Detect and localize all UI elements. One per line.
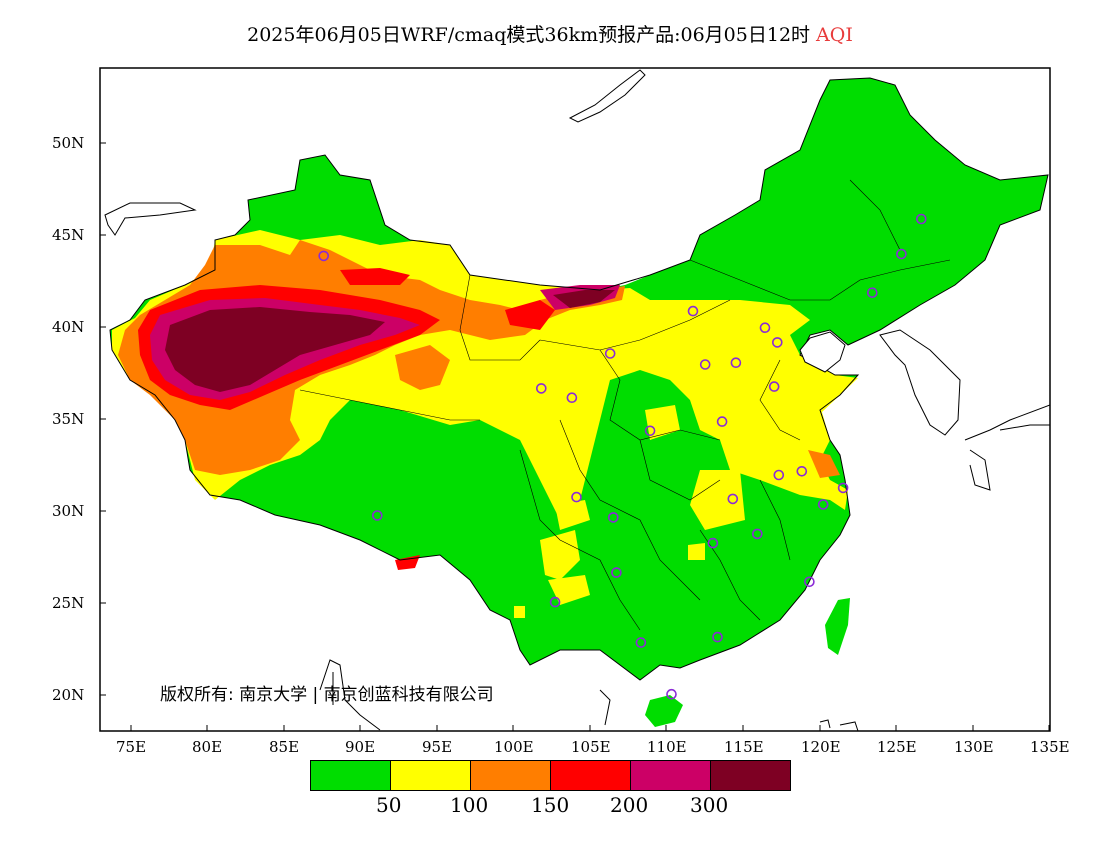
station-marker (566, 392, 578, 404)
x-tick-label: 90E (345, 738, 376, 756)
station-marker (535, 383, 547, 394)
x-tick-label: 120E (801, 738, 841, 756)
y-tick-label: 40N (52, 318, 85, 336)
aqi-region-unhealthy-3 (505, 300, 555, 330)
legend-swatch (311, 761, 391, 790)
station-marker (371, 510, 383, 521)
station-marker (666, 688, 677, 700)
x-tick-label: 125E (877, 738, 917, 756)
station-marker (773, 469, 785, 481)
station-marker (837, 482, 849, 494)
legend-label: 300 (690, 793, 729, 817)
x-tick-label: 115E (724, 738, 764, 756)
aqi-region-moderate-c2 (645, 405, 680, 440)
station-marker (699, 359, 711, 370)
station-marker (866, 287, 878, 299)
legend-label: 100 (450, 793, 489, 817)
aqi-region-hazardous-2 (553, 290, 615, 308)
y-tick-label: 50N (52, 134, 85, 152)
x-tick-label: 80E (192, 738, 223, 756)
aqi-region-moderate-c1 (690, 470, 745, 530)
station-marker (759, 322, 771, 334)
legend-swatch (631, 761, 711, 790)
province-borders (299, 179, 951, 631)
station-marker (712, 631, 723, 643)
station-marker (571, 491, 582, 503)
station-marker (727, 493, 739, 505)
x-tick-label: 85E (269, 738, 300, 756)
aqi-colorbar (310, 760, 791, 791)
station-marker (687, 305, 699, 317)
aqi-region-usg-2 (395, 345, 450, 390)
legend-swatch (711, 761, 790, 790)
x-tick-label: 95E (422, 738, 453, 756)
korea-outline (879, 329, 961, 436)
station-marker (635, 637, 647, 648)
x-tick-label: 100E (494, 738, 534, 756)
station-marker (549, 596, 561, 608)
station-marker (318, 250, 330, 262)
bohai-coast (799, 331, 846, 373)
aqi-region-moderate-s1 (548, 575, 590, 605)
taiwan-region (825, 598, 850, 655)
y-tick-label: 25N (52, 594, 85, 612)
title-main: 2025年06月05日WRF/cmaq模式36km预报产品:06月05日12时 (247, 24, 811, 46)
legend-label: 150 (531, 793, 570, 817)
y-ticks (100, 142, 106, 696)
station-marker (796, 465, 808, 477)
aqi-region-moderate-c5 (514, 606, 525, 618)
legend-label: 200 (610, 793, 649, 817)
legend-label: 50 (376, 793, 402, 817)
y-tick-label: 45N (52, 226, 85, 244)
legend-swatch (471, 761, 551, 790)
country-border (109, 77, 1049, 681)
station-marker (730, 357, 742, 369)
x-tick-label: 110E (647, 738, 687, 756)
station-marker (915, 213, 927, 225)
map-title: 2025年06月05日WRF/cmaq模式36km预报产品:06月05日12时 A… (0, 20, 1100, 47)
aqi-region-hazardous (165, 307, 385, 392)
station-marker (644, 425, 656, 437)
y-tick-label: 35N (52, 410, 85, 428)
lake-outline-north (568, 69, 646, 123)
hainan-region (645, 695, 683, 727)
station-marker (716, 416, 728, 427)
se-asia-outline (319, 659, 859, 731)
y-tick-label: 20N (52, 686, 85, 704)
station-marker (751, 528, 763, 540)
aqi-region-moderate-c3 (688, 543, 705, 560)
y-tick-label: 30N (52, 502, 85, 520)
legend-swatch (391, 761, 471, 790)
x-tick-label: 75E (116, 738, 147, 756)
map-field (104, 69, 1050, 731)
station-marker (707, 537, 719, 549)
aqi-region-moderate-sw (540, 530, 580, 580)
station-marker (896, 248, 907, 260)
lake-outline-west (104, 202, 197, 236)
copyright-text: 版权所有: 南京大学 | 南京创蓝科技有限公司 (160, 685, 494, 705)
station-marker (607, 512, 619, 523)
aqi-region-moderate-c4 (555, 500, 590, 530)
aqi-region-unhealthy-2 (340, 268, 410, 285)
legend-swatch (551, 761, 631, 790)
station-marker (611, 567, 622, 578)
station-marker (804, 576, 815, 588)
x-ticks (130, 725, 1050, 731)
title-variable: AQI (816, 24, 853, 46)
station-marker (771, 337, 783, 348)
x-tick-label: 105E (571, 738, 611, 756)
x-tick-label: 135E (1030, 738, 1070, 756)
station-marker (768, 381, 780, 392)
aqi-region-usg-3 (808, 450, 840, 478)
japan-outline (964, 404, 1050, 491)
station-marker (604, 348, 616, 359)
station-marker (817, 499, 829, 510)
station-markers (318, 213, 927, 700)
x-tick-label: 130E (954, 738, 994, 756)
map-frame (99, 67, 1051, 732)
